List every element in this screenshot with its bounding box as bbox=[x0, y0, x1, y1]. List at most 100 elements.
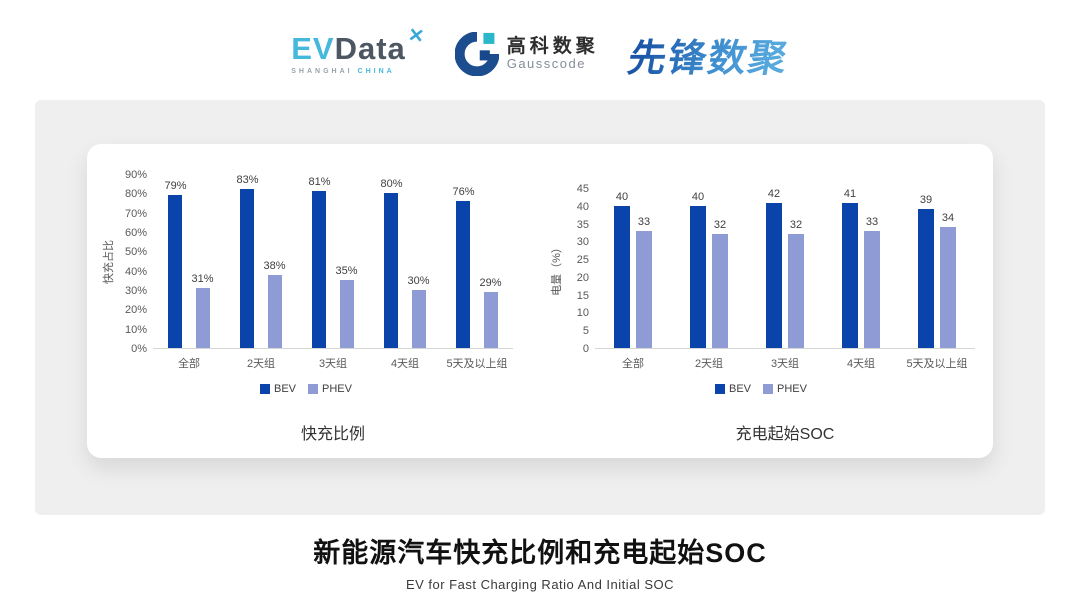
chart-legend: BEV PHEV bbox=[99, 382, 513, 396]
bar-wrap: 32 bbox=[788, 189, 804, 348]
plot-area: 79% 31% 83% 38% 81% 35% 80% 30% 76% 29% bbox=[153, 175, 513, 349]
x-axis-label: 全部 bbox=[178, 358, 200, 370]
bar-wrap: 79% bbox=[164, 175, 187, 348]
bar-value-label: 83% bbox=[236, 174, 259, 186]
x-axis-label: 2天组 bbox=[246, 358, 276, 370]
y-axis-tick: 20 bbox=[576, 271, 589, 284]
page-subtitle: EV for Fast Charging Ratio And Initial S… bbox=[405, 577, 675, 592]
bar-bev bbox=[766, 203, 782, 348]
y-axis-tick: 20% bbox=[124, 304, 147, 317]
xianfeng-wordmark: 先锋数聚 bbox=[624, 27, 794, 82]
bar-phev bbox=[267, 274, 282, 348]
bar-phev bbox=[339, 280, 354, 348]
bar-group: 40 33 bbox=[595, 189, 671, 348]
bar-wrap: 33 bbox=[636, 189, 652, 348]
chart-legend: BEV PHEV bbox=[547, 382, 975, 396]
bar-group: 80% 30% bbox=[369, 175, 441, 348]
chart-caption: 快充比例 bbox=[300, 426, 365, 443]
footer: 新能源汽车快充比例和充电起始SOC EV for Fast Charging R… bbox=[0, 531, 1080, 592]
gausscode-cn-text: 高科数聚 bbox=[506, 35, 599, 57]
bar-group: 83% 38% bbox=[225, 175, 297, 348]
bar-phev bbox=[411, 290, 426, 348]
bar-value-label: 40 bbox=[691, 190, 705, 203]
bar-bev bbox=[690, 205, 706, 348]
y-axis-tick: 80% bbox=[124, 188, 147, 201]
gausscode-ring-icon bbox=[454, 32, 499, 76]
plot-column: 79% 31% 83% 38% 81% 35% 80% 30% 76% 29% 全部 2天组 3天组 4… bbox=[153, 175, 513, 370]
bar-bev bbox=[168, 195, 183, 348]
y-axis-tick: 0% bbox=[131, 343, 147, 355]
bar-value-label: 40 bbox=[615, 190, 629, 203]
bar-value-label: 33 bbox=[865, 215, 879, 228]
bar-value-label: 29% bbox=[479, 276, 502, 289]
chart-initial-soc: 电量（%） 45 40 35 30 25 20 15 10 5 0 40 33 40 32 42 32 41 3… bbox=[547, 183, 975, 443]
bar-wrap: 34 bbox=[940, 189, 956, 348]
legend-item-phev: PHEV bbox=[308, 383, 352, 395]
evdata-x-icon: ✕ bbox=[406, 24, 427, 49]
bar-phev bbox=[636, 230, 652, 348]
bar-value-label: 39 bbox=[919, 194, 933, 207]
y-axis-tick: 30 bbox=[576, 236, 589, 249]
bar-group: 79% 31% bbox=[153, 175, 225, 348]
bar-value-label: 38% bbox=[263, 259, 286, 272]
bar-phev bbox=[483, 291, 498, 348]
bar-wrap: 40 bbox=[614, 189, 630, 348]
x-axis-label: 5天及以上组 bbox=[906, 358, 968, 370]
charts-card: 快充占比 90% 80% 70% 60% 50% 40% 30% 20% 10% 0% 79% 31… bbox=[87, 144, 993, 458]
y-axis-tick: 45 bbox=[576, 183, 589, 195]
evdata-tagline: SHANGHAI CHINA bbox=[291, 68, 394, 75]
y-axis-tick: 60% bbox=[124, 227, 147, 239]
evdata-data-text: Data bbox=[334, 31, 406, 66]
bar-value-label: 32 bbox=[789, 219, 803, 232]
legend-label: PHEV bbox=[322, 383, 352, 395]
bar-group: 81% 35% bbox=[297, 175, 369, 348]
bar-value-label: 33 bbox=[637, 215, 651, 228]
bar-phev bbox=[940, 227, 956, 348]
gausscode-logo: 高科数聚 Gausscode bbox=[454, 32, 599, 76]
page-title: 新能源汽车快充比例和充电起始SOC bbox=[313, 538, 767, 568]
y-axis-tick: 10% bbox=[124, 323, 147, 336]
gausscode-en-text: Gausscode bbox=[506, 56, 586, 72]
bar-wrap: 76% bbox=[452, 175, 475, 348]
bar-wrap: 33 bbox=[864, 189, 880, 348]
bar-wrap: 29% bbox=[480, 175, 502, 348]
legend-swatch-icon bbox=[260, 384, 270, 394]
y-axis-tick: 5 bbox=[582, 325, 589, 338]
bar-bev bbox=[614, 205, 630, 348]
y-axis-title-column: 电量（%） bbox=[547, 189, 565, 349]
plot-area: 40 33 40 32 42 32 41 33 39 34 bbox=[595, 189, 975, 349]
bar-wrap: 32 bbox=[712, 189, 728, 348]
chart-body: 快充占比 90% 80% 70% 60% 50% 40% 30% 20% 10% 0% 79% 31… bbox=[99, 169, 513, 370]
bar-group: 41 33 bbox=[823, 189, 899, 348]
legend-label: BEV bbox=[729, 383, 752, 395]
y-axis-title-column: 快充占比 bbox=[99, 175, 117, 349]
bar-group: 42 32 bbox=[747, 189, 823, 348]
legend-swatch-icon bbox=[715, 384, 725, 394]
y-axis-tick: 90% bbox=[124, 169, 147, 181]
evdata-shanghai-text: SHANGHAI bbox=[291, 68, 353, 75]
bar-wrap: 42 bbox=[766, 189, 782, 348]
legend-item-phev: PHEV bbox=[763, 383, 807, 395]
bar-wrap: 39 bbox=[918, 189, 934, 348]
x-axis-labels: 全部 2天组 3天组 4天组 5天及以上组 bbox=[595, 355, 975, 370]
bar-bev bbox=[312, 191, 327, 348]
bar-value-label: 81% bbox=[308, 176, 331, 189]
y-axis-tick: 70% bbox=[124, 207, 147, 220]
y-axis-tick: 50% bbox=[124, 246, 147, 259]
legend-swatch-icon bbox=[763, 384, 774, 394]
evdata-china-text: CHINA bbox=[357, 68, 395, 75]
bar-wrap: 30% bbox=[408, 175, 430, 348]
x-axis-label: 2天组 bbox=[694, 358, 724, 370]
evdata-logo: EV Data ✕ SHANGHAI CHINA bbox=[291, 25, 426, 75]
bar-phev bbox=[788, 234, 804, 348]
bar-wrap: 38% bbox=[264, 175, 286, 348]
bar-wrap: 31% bbox=[192, 175, 214, 348]
bar-phev bbox=[195, 288, 210, 348]
bar-wrap: 80% bbox=[380, 175, 403, 348]
logo-bar: EV Data ✕ SHANGHAI CHINA 高科数聚 Gausscode 先锋… bbox=[0, 0, 1080, 100]
y-axis-tick: 40 bbox=[576, 200, 589, 213]
y-axis-ticks: 45 40 35 30 25 20 15 10 5 0 bbox=[565, 183, 595, 355]
y-axis-title: 电量（%） bbox=[551, 242, 563, 296]
y-axis-tick: 15 bbox=[576, 289, 589, 302]
chart-caption: 充电起始SOC bbox=[735, 426, 835, 443]
